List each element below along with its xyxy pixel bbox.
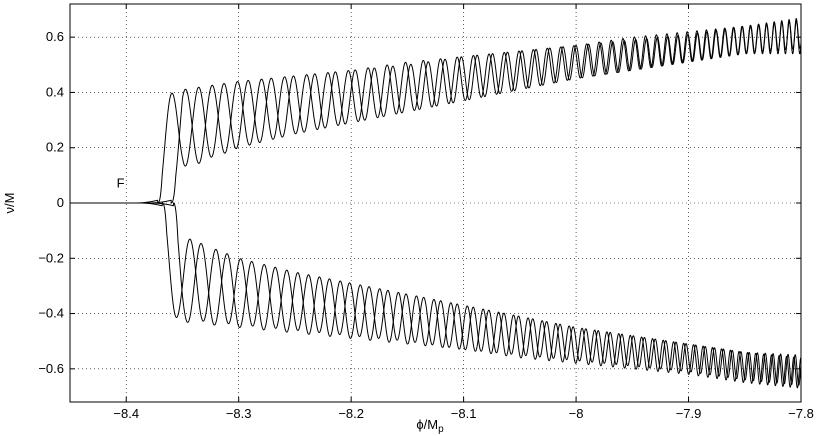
series-layer (69, 18, 802, 389)
annotation-label: F (117, 176, 125, 191)
series-line-upper-1 (69, 20, 802, 204)
y-tick-label: 0.6 (46, 29, 64, 44)
x-tick-label: −8.4 (113, 406, 139, 421)
x-tick-label: −8.1 (451, 406, 477, 421)
y-tick-label: −0.6 (38, 361, 64, 376)
x-tick-label: −8.2 (338, 406, 364, 421)
y-tick-label: 0.2 (46, 140, 64, 155)
x-tick-label: −8 (569, 406, 584, 421)
y-axis-label: ν/M (2, 193, 17, 214)
annotation-layer: F (117, 176, 125, 191)
y-tick-label: −0.4 (38, 306, 64, 321)
x-tick-label: −8.3 (226, 406, 252, 421)
x-tick-label: −7.9 (676, 406, 702, 421)
series-line-lower-3 (69, 202, 802, 386)
tick-layer: −8.4 −8.3 −8.2 −8.1 −8 −7.9 −7.8 0.6 0.4 0.2 0 −0.2… (38, 4, 814, 421)
y-tick-label: −0.2 (38, 250, 64, 265)
plot-frame (69, 3, 802, 403)
series-line-upper-2 (69, 18, 802, 204)
grid-layer (70, 4, 802, 402)
x-tick-label: −7.8 (788, 406, 814, 421)
label-layer: ϕ/Mp ν/M (2, 193, 444, 435)
y-tick-label: 0 (57, 195, 64, 210)
series-line-lower-4 (69, 202, 802, 389)
y-tick-label: 0.4 (46, 84, 64, 99)
x-axis-label: ϕ/Mp (416, 417, 444, 435)
